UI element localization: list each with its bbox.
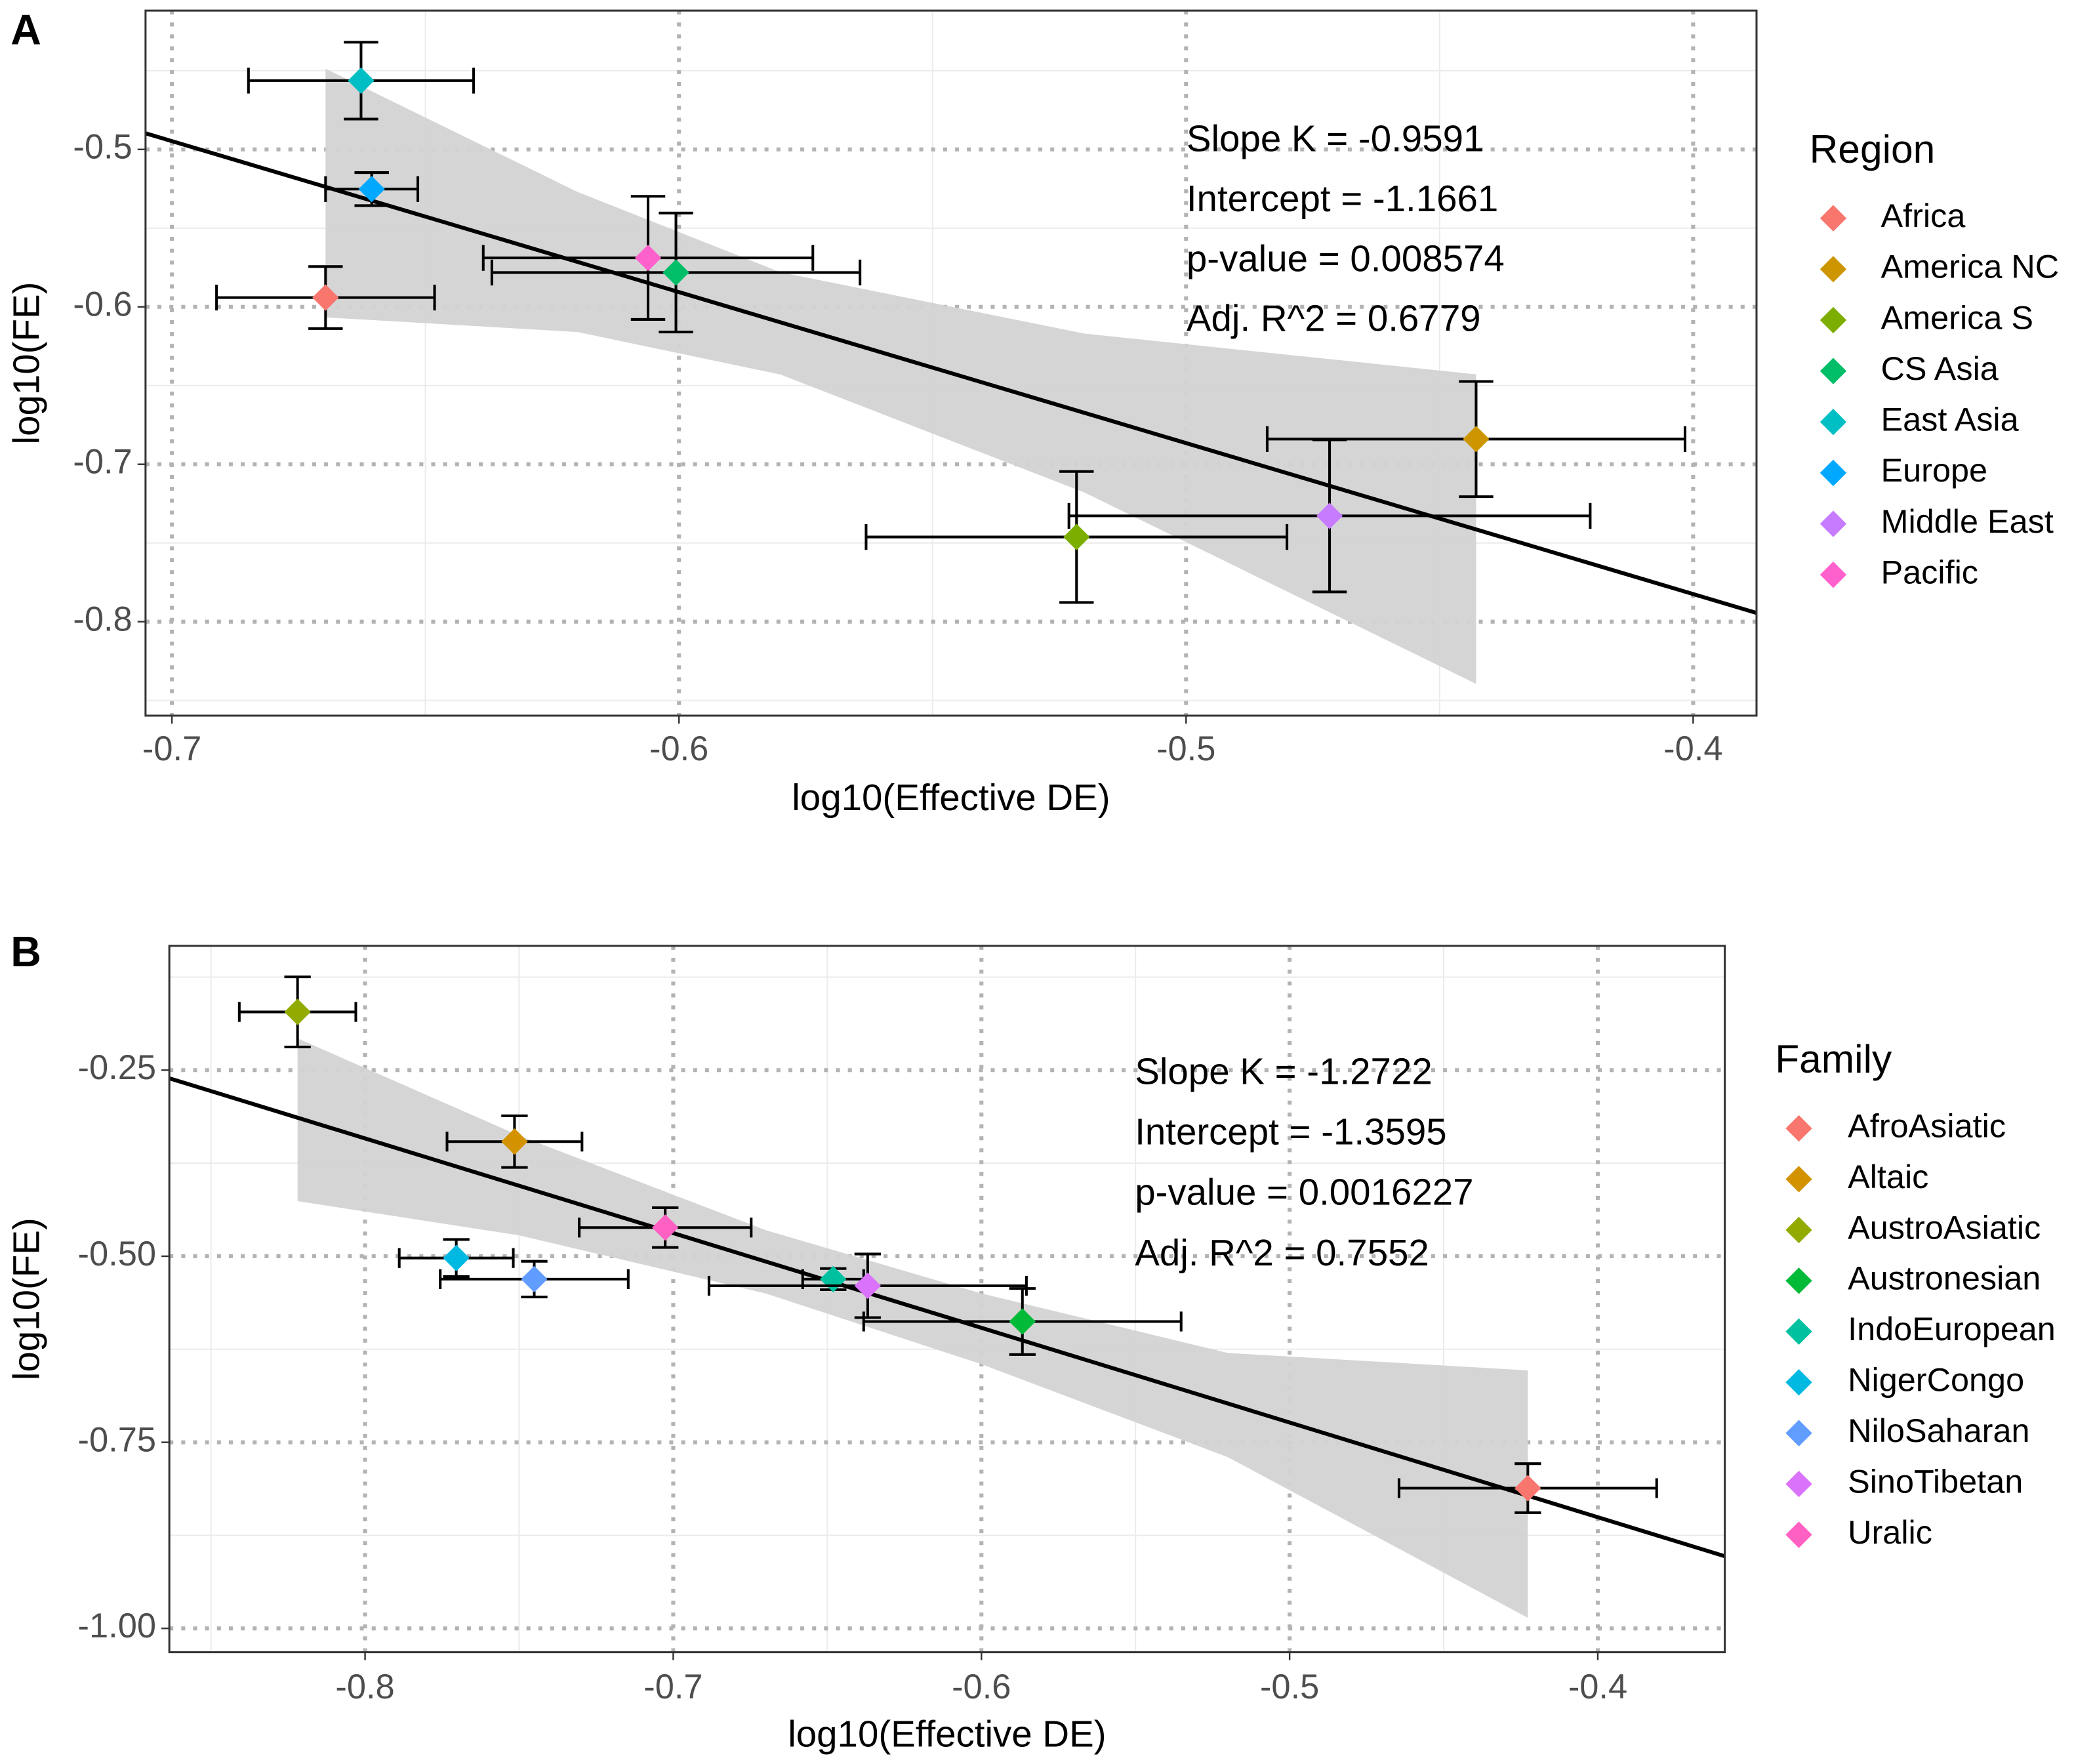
annotation: Slope K = -0.9591	[1187, 118, 1484, 159]
legend-label: America NC	[1881, 248, 2060, 285]
y-tick-label: -0.6	[73, 286, 132, 324]
x-tick-label: -0.7	[643, 1668, 702, 1706]
legend-label: Pacific	[1881, 553, 1978, 590]
plot-border	[144, 9, 1758, 717]
legend-title: Family	[1775, 1036, 1892, 1081]
x-axis-title: log10(Effective DE)	[788, 1713, 1106, 1755]
legend-label: NiloSaharan	[1848, 1412, 2029, 1449]
legend-swatch	[1785, 1369, 1812, 1396]
annotation: p-value = 0.008574	[1187, 237, 1505, 279]
y-tick-label: -0.75	[78, 1421, 156, 1459]
x-tick-label: -0.6	[952, 1668, 1011, 1706]
legend-label: Austronesian	[1848, 1260, 2041, 1297]
legend-swatch	[1785, 1166, 1812, 1193]
point	[312, 284, 339, 311]
annotation: Intercept = -1.1661	[1187, 178, 1498, 219]
annotation: Intercept = -1.3595	[1135, 1111, 1446, 1152]
y-axis-title: log10(FE)	[5, 1218, 47, 1380]
y-tick-label: -0.5	[73, 129, 132, 167]
legend-label: Altaic	[1848, 1158, 1928, 1195]
x-tick-label: -0.8	[335, 1668, 394, 1706]
x-tick-label: -0.4	[1568, 1668, 1627, 1706]
confidence-band	[297, 1038, 1528, 1618]
point	[854, 1272, 882, 1300]
x-tick-label: -0.7	[142, 730, 201, 768]
legend-swatch	[1785, 1267, 1812, 1294]
legend-swatch	[1820, 459, 1847, 487]
legend-label: East Asia	[1881, 401, 2020, 438]
y-tick-label: -1.00	[78, 1607, 156, 1645]
legend-swatch	[1785, 1318, 1812, 1345]
legend-label: IndoEuropean	[1848, 1310, 2056, 1347]
x-axis-title: log10(Effective DE)	[792, 777, 1110, 818]
legend-label: AustroAsiatic	[1848, 1208, 2041, 1246]
panel: -0.8 -0.7 -0.6 -0.5 -0.4 -0.25 -0.50 -0.75 -1.00…	[5, 928, 2055, 1755]
point	[1515, 1475, 1541, 1502]
point	[1463, 426, 1490, 453]
legend-label: Africa	[1881, 197, 1966, 234]
legend-title: Region	[1810, 127, 1936, 171]
legend-label: Uralic	[1848, 1513, 1932, 1551]
x-tick-label: -0.6	[649, 730, 708, 768]
panel-label: A	[10, 6, 41, 53]
annotation: Adj. R^2 = 0.7552	[1135, 1232, 1429, 1273]
y-tick-label: -0.8	[73, 601, 132, 639]
point	[284, 998, 311, 1025]
point	[652, 1214, 679, 1241]
point	[501, 1128, 528, 1155]
x-tick-label: -0.5	[1260, 1668, 1319, 1706]
point	[1063, 523, 1090, 550]
fit-line	[169, 1076, 1725, 1559]
legend-label: America S	[1881, 298, 2034, 336]
confidence-band	[325, 68, 1476, 684]
annotation: Adj. R^2 = 0.6779	[1187, 298, 1481, 339]
x-tick-label: -0.5	[1156, 730, 1215, 768]
point	[348, 67, 375, 94]
y-axis-title: log10(FE)	[5, 282, 47, 445]
legend-swatch	[1820, 205, 1847, 232]
point	[358, 176, 385, 203]
point	[662, 259, 689, 286]
legend-label: CS Asia	[1881, 350, 1999, 387]
clipped	[169, 1038, 1725, 1618]
x-tick-label: -0.4	[1663, 730, 1722, 768]
legend-swatch	[1785, 1521, 1812, 1548]
y-tick-label: -0.50	[78, 1235, 156, 1273]
legend-label: Europe	[1881, 451, 1988, 489]
legend-swatch	[1820, 256, 1847, 283]
panel-label: B	[10, 928, 41, 975]
clipped	[145, 68, 1757, 684]
legend-swatch	[1820, 306, 1847, 334]
legend-label: Middle East	[1881, 503, 2054, 540]
legend-swatch	[1785, 1470, 1812, 1498]
legend-label: AfroAsiatic	[1848, 1107, 2006, 1144]
point	[1009, 1308, 1036, 1335]
annotation: p-value = 0.0016227	[1135, 1172, 1473, 1213]
plot-border	[168, 945, 1726, 1654]
y-tick-label: -0.25	[78, 1049, 156, 1087]
annotation: Slope K = -1.2722	[1135, 1050, 1433, 1092]
legend-swatch	[1785, 1115, 1812, 1142]
panel: -0.7 -0.6 -0.5 -0.4 -0.5 -0.6 -0.7 -0.8 Slope K …	[5, 6, 2059, 817]
fit-line	[145, 131, 1757, 615]
legend-swatch	[1785, 1216, 1812, 1244]
legend-label: NigerCongo	[1848, 1361, 2024, 1399]
legend-swatch	[1785, 1420, 1812, 1446]
legend-label: SinoTibetan	[1848, 1462, 2023, 1500]
y-tick-label: -0.7	[73, 443, 132, 482]
